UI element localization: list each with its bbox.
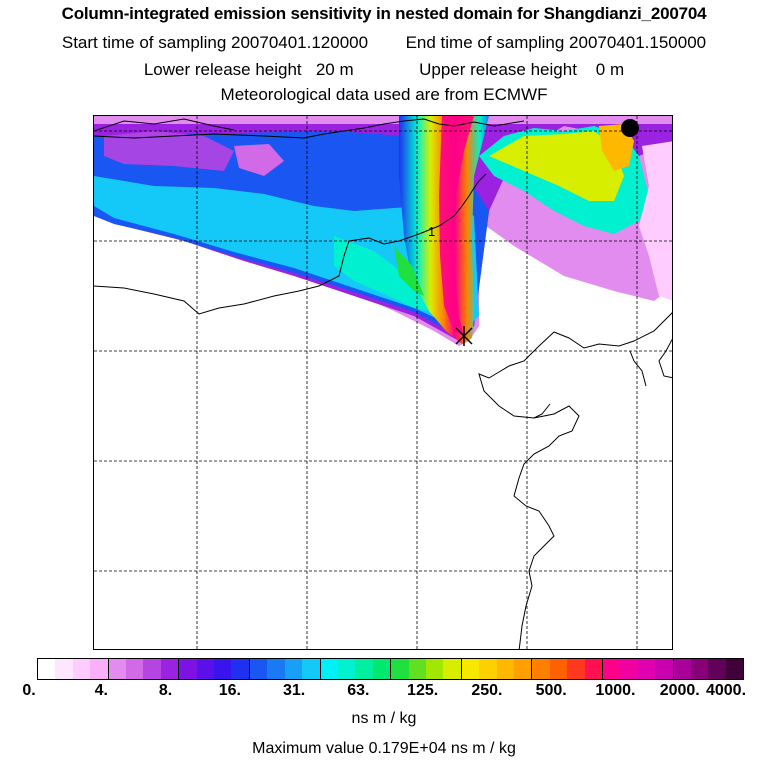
colorbar-tick-label: 250.: [471, 682, 503, 699]
colorbar: [37, 658, 744, 680]
map-panel: 1: [93, 115, 673, 650]
colorbar-swatch: [567, 659, 585, 679]
field-purple-patch-1: [104, 131, 234, 171]
border-line: [478, 312, 672, 649]
colorbar-swatch: [443, 659, 462, 679]
sensitivity-field: [94, 116, 672, 346]
colorbar-swatch: [708, 659, 726, 679]
colorbar-swatch: [355, 659, 373, 679]
colorbar-swatch: [284, 659, 303, 679]
lower-release-height-label: Lower release height 20 m: [143, 60, 354, 79]
colorbar-tick-label: 4000.: [705, 682, 747, 699]
graticule: [94, 116, 672, 649]
field-purple-patch-2: [234, 144, 284, 176]
field-northeast-orange: [599, 124, 634, 171]
receptor-marker: [455, 326, 473, 346]
colorbar-swatch: [126, 659, 144, 679]
colorbar-swatch: [425, 659, 444, 679]
field-northeast-yellow: [489, 131, 624, 201]
colorbar-tick-label: 0.: [22, 682, 36, 699]
colorbar-tick-label: 8.: [158, 682, 173, 699]
colorbar-swatch: [231, 659, 250, 679]
colorbar-swatch: [320, 659, 338, 679]
colorbar-swatch: [38, 659, 56, 679]
colorbar-tick-label: 125.: [407, 682, 439, 699]
colorbar-swatch: [549, 659, 568, 679]
colorbar-swatch: [108, 659, 127, 679]
colorbar-swatch: [496, 659, 514, 679]
contour-label: 1: [428, 224, 435, 239]
border-line: [629, 350, 647, 387]
border-line: [468, 173, 487, 197]
colorbar-swatch: [691, 659, 709, 679]
map-svg: 1: [94, 116, 672, 649]
colorbar-tick-label: 63.: [347, 682, 370, 699]
field-cyan-lower: [334, 236, 429, 311]
colorbar-swatch: [160, 659, 180, 679]
border-line: [658, 338, 672, 379]
colorbar-swatch: [725, 659, 744, 679]
colorbar-swatch: [391, 659, 409, 679]
colorbar-swatch: [372, 659, 392, 679]
station-dot: [621, 119, 639, 137]
colorbar-swatch: [214, 659, 232, 679]
colorbar-swatch: [72, 659, 91, 679]
colorbar-swatch: [196, 659, 215, 679]
colorbar-swatch: [143, 659, 161, 679]
upper-release-height-label: Upper release height 0 m: [419, 60, 625, 79]
plot-title: Column-integrated emission sensitivity i…: [61, 4, 707, 23]
colorbar-swatch: [267, 659, 285, 679]
colorbar-swatch: [55, 659, 73, 679]
colorbar-swatch: [603, 659, 621, 679]
colorbar-swatch: [584, 659, 603, 679]
colorbar-swatch: [249, 659, 268, 679]
met-data-label: Meteorological data used are from ECMWF: [220, 85, 548, 104]
colorbar-swatch: [673, 659, 692, 679]
border-line: [94, 118, 235, 132]
colorbar-swatch: [90, 659, 109, 679]
colorbar-swatch: [302, 659, 321, 679]
field-core-red: [439, 116, 474, 336]
colorbar-swatch: [337, 659, 356, 679]
end-time-label: End time of sampling 20070401.150000: [405, 33, 707, 52]
colorbar-swatch: [479, 659, 497, 679]
colorbar-swatch: [620, 659, 638, 679]
border-line: [94, 195, 470, 315]
colorbar-tick-label: 1000.: [595, 682, 636, 699]
border-line: [533, 403, 551, 419]
colorbar-swatch: [513, 659, 533, 679]
colorbar-swatch: [637, 659, 656, 679]
colorbar-swatch: [655, 659, 674, 679]
colorbar-swatch: [532, 659, 550, 679]
colorbar-swatch: [179, 659, 197, 679]
colorbar-tick-label: 500.: [535, 682, 567, 699]
colorbar-swatch: [408, 659, 426, 679]
colorbar-tick-label: 31.: [282, 682, 306, 699]
field-east-light-pink: [639, 141, 672, 301]
field-green-lower: [394, 246, 424, 296]
start-time-label: Start time of sampling 20070401.120000: [61, 33, 369, 52]
boundaries: [94, 118, 672, 649]
release-height-line: Lower release height 20 m Upper release …: [0, 60, 768, 80]
units-label: ns m / kg: [351, 710, 417, 727]
colorbar-swatch: [461, 659, 480, 679]
max-value-label: Maximum value 0.179E+04 ns m / kg: [252, 740, 516, 757]
colorbar-tick-label: 4.: [94, 682, 108, 699]
border-line: [94, 118, 525, 139]
colorbar-tick-label: 2000.: [659, 682, 700, 699]
colorbar-tick-label: 16.: [218, 682, 241, 699]
sampling-time-line: Start time of sampling 20070401.120000 E…: [0, 33, 768, 53]
